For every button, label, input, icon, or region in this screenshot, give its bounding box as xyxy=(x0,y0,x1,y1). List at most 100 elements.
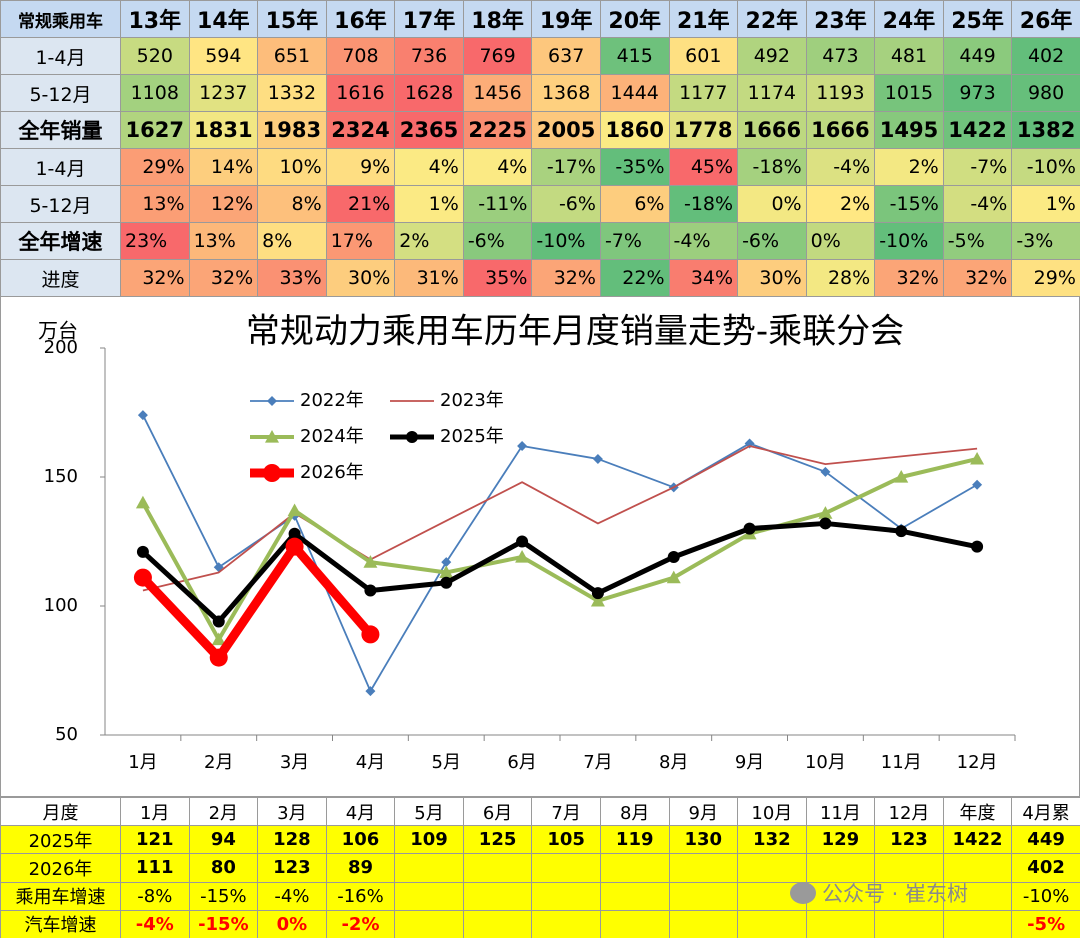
table-cell: 1628 xyxy=(394,74,464,112)
marker xyxy=(972,479,983,490)
series-line xyxy=(142,445,978,592)
table-cell: 8% xyxy=(257,222,327,260)
header-cell: 21年 xyxy=(668,0,739,38)
header-cell: 月度 xyxy=(0,796,121,827)
x-tick-label: 2月 xyxy=(204,752,233,773)
marker xyxy=(744,438,755,449)
table-cell: 106 xyxy=(325,825,396,855)
x-tick-label: 3月 xyxy=(280,752,309,773)
table-cell: 0% xyxy=(805,222,876,260)
table-cell xyxy=(668,881,739,911)
table-cell: -10% xyxy=(1011,881,1080,911)
marker xyxy=(136,545,149,558)
row-label: 1-4月 xyxy=(0,37,121,75)
table-cell xyxy=(942,853,1013,883)
table-cell: 32% xyxy=(188,259,259,297)
table-cell: 32% xyxy=(531,259,601,297)
table-cell: 1% xyxy=(394,185,464,223)
table-cell xyxy=(394,853,464,883)
table-cell: 32% xyxy=(120,259,190,297)
table-row: 全年增速 23% 13% 8% 17% 2% -6% -10% -7% -4% -6% 0% -10% -… xyxy=(0,222,1080,260)
marker xyxy=(135,495,150,509)
table-cell xyxy=(394,909,464,938)
table-cell: -10% xyxy=(874,222,944,260)
header-cell: 16年 xyxy=(325,0,396,38)
table-cell: 1177 xyxy=(668,74,739,112)
marker xyxy=(971,540,984,553)
marker xyxy=(592,453,603,464)
table-cell: 708 xyxy=(325,37,396,75)
table-cell: 2% xyxy=(805,185,876,223)
series-line xyxy=(139,542,374,663)
header-cell: 1月 xyxy=(120,796,190,827)
marker xyxy=(288,527,301,540)
table-cell: 29% xyxy=(120,148,190,186)
table-cell: 1108 xyxy=(120,74,190,112)
marker xyxy=(818,506,833,519)
table-cell xyxy=(805,881,876,911)
series-line xyxy=(141,456,978,642)
table-cell: 1616 xyxy=(325,74,396,112)
table-cell: 14% xyxy=(188,148,259,186)
table-cell: -15% xyxy=(188,881,259,911)
table-cell: -6% xyxy=(737,222,807,260)
table-cell: -4% xyxy=(805,148,876,186)
header-cell: 5月 xyxy=(394,796,464,827)
marker xyxy=(363,555,378,568)
marker xyxy=(406,431,418,443)
table-cell: 21% xyxy=(325,185,396,223)
table-cell: 2% xyxy=(874,148,944,186)
marker xyxy=(590,593,605,607)
table-cell: 129 xyxy=(805,825,876,855)
table-cell: 1332 xyxy=(257,74,327,112)
summary-table: 常规乘用车 13年 14年 15年 16年 17年 18年 19年 20年 21年 22年 23年 24… xyxy=(0,0,1080,297)
table-cell xyxy=(942,881,1013,911)
header-cell: 3月 xyxy=(257,796,327,827)
table-cell: 1422 xyxy=(942,825,1013,855)
table-cell: 32% xyxy=(874,259,944,297)
marker xyxy=(820,466,831,477)
table-cell xyxy=(531,853,601,883)
watermark-icon xyxy=(790,882,816,904)
table-cell: 520 xyxy=(120,37,190,75)
marker xyxy=(819,517,832,530)
table-cell: -18% xyxy=(737,148,807,186)
row-label: 2026年 xyxy=(0,853,121,883)
marker xyxy=(894,470,909,483)
table-cell: -7% xyxy=(942,148,1013,186)
row-label: 汽车增速 xyxy=(0,909,121,938)
table-cell: 9% xyxy=(325,148,396,186)
table-row: 1-4月 29% 14% 10% 9% 4% 4% -17% -35% 45% -18% -4% 2% -… xyxy=(0,148,1080,186)
table-cell: 402 xyxy=(1011,37,1080,75)
table-cell: 1422 xyxy=(942,111,1013,149)
x-tick-label: 10月 xyxy=(805,752,846,773)
legend-label: 2025年 xyxy=(440,426,504,447)
table-row: 1-4月 520 594 651 708 736 769 637 415 601 492 473 481… xyxy=(0,37,1080,75)
table-cell xyxy=(668,909,739,938)
table-cell: 1860 xyxy=(599,111,670,149)
header-cell: 2月 xyxy=(188,796,259,827)
table-cell: 1174 xyxy=(737,74,807,112)
table-cell: 4% xyxy=(394,148,464,186)
table-row: 汽车增速 -4% -15% 0% -2% -5% xyxy=(0,909,1080,938)
marker xyxy=(666,570,681,584)
row-label: 2025年 xyxy=(0,825,121,855)
table-cell xyxy=(668,853,739,883)
marker xyxy=(212,615,225,628)
table-cell: -6% xyxy=(462,222,533,260)
header-cell: 6月 xyxy=(462,796,533,827)
table-cell xyxy=(599,881,670,911)
table-cell: 105 xyxy=(531,825,601,855)
table-cell: 473 xyxy=(805,37,876,75)
x-tick-label: 7月 xyxy=(583,752,612,773)
marker xyxy=(361,625,380,644)
table-cell: 35% xyxy=(462,259,533,297)
table-cell: 109 xyxy=(394,825,464,855)
marker xyxy=(516,535,529,548)
marker xyxy=(287,503,302,517)
table-cell: 8% xyxy=(257,185,327,223)
table-cell: -17% xyxy=(531,148,601,186)
table-cell xyxy=(462,881,533,911)
table-cell: 128 xyxy=(257,825,327,855)
